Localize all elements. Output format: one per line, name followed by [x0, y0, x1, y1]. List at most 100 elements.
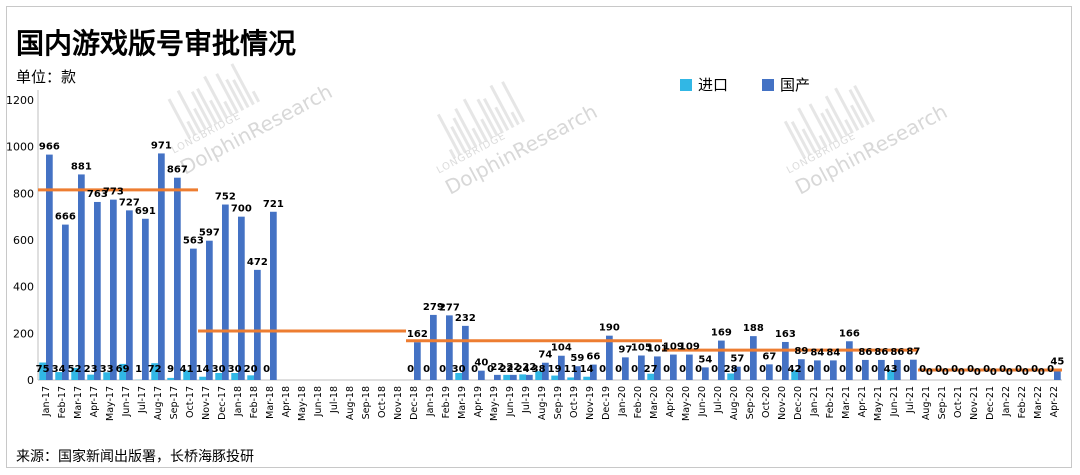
x-tick-label: Mar-22 [1033, 386, 1044, 419]
data-label-import: 72 [148, 364, 162, 375]
data-label-domestic: 0 [942, 367, 949, 378]
y-tick-label: 600 [13, 234, 34, 247]
data-label-import: 75 [36, 364, 50, 375]
y-tick-label: 1200 [6, 94, 34, 107]
data-label-domestic: 162 [407, 329, 428, 340]
x-tick-label: Jul-21 [905, 386, 916, 414]
bar-domestic [878, 359, 885, 380]
data-label-layer: 75 34 52 23 33 69 1 72 9 41 14 30 30 20 0 0 0 0 30 0 0 22 24 38… [36, 140, 1065, 378]
watermark-bar [225, 78, 245, 111]
watermark-bar [223, 100, 234, 117]
data-label-import: 30 [212, 364, 226, 375]
bar-import [583, 376, 590, 380]
bar-domestic [526, 374, 533, 380]
x-tick-label: Nov-17 [201, 386, 212, 420]
data-label-import: 0 [823, 364, 830, 375]
x-tick-label: Jan-17 [41, 386, 52, 417]
x-tick-label: Oct-20 [761, 386, 772, 418]
bar-domestic [750, 336, 757, 380]
watermark-bar [232, 79, 250, 109]
bar-domestic [734, 366, 741, 380]
watermark-bar [824, 95, 849, 137]
data-label-domestic: 563 [183, 236, 204, 247]
bar-domestic [622, 357, 629, 380]
bar-domestic [142, 218, 149, 380]
watermark-bar [176, 89, 202, 134]
x-tick-label: Sep-21 [937, 386, 948, 419]
watermark-bar [844, 119, 854, 134]
data-label-import: 27 [644, 364, 658, 375]
x-tick-label: Jul-17 [137, 386, 148, 414]
data-label-domestic: 966 [39, 142, 60, 153]
data-label-domestic: 54 [698, 354, 712, 365]
bar-import [119, 363, 126, 380]
data-label-domestic: 0 [1022, 367, 1029, 378]
bar-domestic [94, 201, 101, 380]
y-tick-label: 200 [13, 327, 34, 340]
bar-domestic [686, 354, 693, 380]
x-tick-label: Sep-20 [745, 386, 756, 419]
bar-domestic [766, 364, 773, 380]
bar-domestic [606, 335, 613, 380]
data-label-domestic: 67 [762, 351, 776, 362]
x-tick-label: May-19 [489, 386, 500, 421]
x-tick-label: Apr-22 [1049, 386, 1060, 417]
data-label-import: 0 [615, 364, 622, 375]
data-label-domestic: 752 [215, 192, 236, 203]
bar-domestic [542, 362, 549, 380]
bar-import [455, 373, 462, 380]
x-tick-label: Apr-21 [857, 386, 868, 417]
data-label-domestic: 84 [826, 347, 840, 358]
legend: 进口 国产 [680, 74, 838, 95]
bar-import [535, 371, 542, 380]
data-label-domestic: 0 [1038, 367, 1045, 378]
watermark-bar [480, 118, 494, 140]
x-tick-label: May-20 [681, 386, 692, 421]
average-line-layer [38, 188, 1062, 372]
bar-domestic [254, 269, 261, 380]
watermark-bar [167, 98, 192, 140]
bar-import [247, 375, 254, 380]
x-tick-label: Oct-17 [185, 386, 196, 418]
data-label-domestic: 109 [663, 342, 684, 353]
data-label-domestic: 45 [1050, 357, 1064, 368]
bar-domestic [1054, 369, 1061, 380]
data-label-domestic: 700 [231, 204, 252, 215]
data-label-domestic: 66 [586, 352, 600, 363]
bar-domestic [46, 154, 53, 380]
data-label-domestic: 86 [874, 347, 888, 358]
watermark-bar [196, 88, 218, 126]
bar-domestic [798, 359, 805, 380]
watermark-bar [203, 75, 229, 120]
bar-import [503, 374, 510, 380]
data-label-domestic: 867 [167, 165, 188, 176]
x-tick-label: Nov-21 [969, 386, 980, 420]
bar-import [151, 363, 158, 380]
data-label-import: 0 [807, 364, 814, 375]
bar-domestic [558, 355, 565, 380]
data-label-import: 0 [951, 364, 958, 375]
data-label-domestic: 84 [810, 347, 824, 358]
bar-domestic [78, 174, 85, 380]
x-tick-label: May-18 [297, 386, 308, 421]
watermark-bar [454, 107, 478, 148]
data-label-import: 19 [548, 364, 562, 375]
x-tick-label: Mar-20 [649, 386, 660, 419]
watermark-bar [797, 107, 823, 151]
data-label-import: 14 [196, 364, 210, 375]
x-tick-label: Nov-18 [393, 386, 404, 420]
data-label-import: 28 [724, 364, 738, 375]
data-label-import: 22 [500, 364, 514, 375]
x-tick-label: Jul-20 [713, 386, 724, 414]
data-label-domestic: 87 [906, 347, 920, 358]
legend-label-domestic: 国产 [780, 76, 811, 94]
data-label-import: 0 [631, 364, 638, 375]
watermark-bar [834, 87, 860, 131]
bar-domestic [494, 374, 501, 380]
x-tick-label: May-21 [873, 386, 884, 421]
x-tick-label: Feb-19 [441, 386, 452, 418]
data-label-domestic: 40 [474, 358, 488, 369]
x-tick-label: Dec-21 [985, 386, 996, 420]
watermark-bar [448, 148, 457, 160]
x-tick-label: Apr-19 [473, 386, 484, 417]
